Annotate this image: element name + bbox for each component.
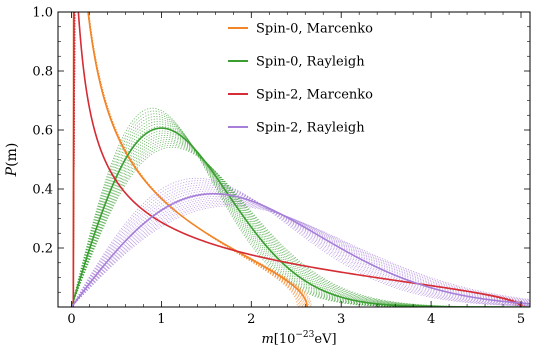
empirical-trace [71, 186, 530, 307]
y-axis-label-var: P [4, 166, 20, 177]
legend-label: Spin-2, Rayleigh [256, 121, 365, 136]
empirical-trace [71, 204, 530, 307]
series-line-spin-2-marcenko [72, 12, 522, 307]
axis-tick-labels: 0 1 2 3 4 5 0.2 0.4 0.6 0.8 1.0 [32, 6, 525, 328]
empirical-trace [71, 113, 530, 307]
empirical-trace [71, 182, 530, 307]
empirical-trace [72, 12, 525, 307]
x-axis-label-tail: eV] [314, 332, 336, 347]
y-axis-label: P(m) [4, 143, 20, 178]
x-axis-label-unit: [10 [274, 332, 296, 347]
x-axis-label-var: m [261, 332, 273, 347]
legend: Spin-0, Marcenko Spin-0, Rayleigh Spin-2, … [228, 22, 373, 136]
legend-label: Spin-0, Rayleigh [256, 55, 365, 70]
empirical-trace [71, 205, 530, 307]
empirical-trace [71, 190, 530, 307]
empirical-trace [71, 143, 530, 307]
empirical-trace [71, 177, 530, 307]
x-tick-label: 5 [517, 312, 525, 327]
empirical-trace [71, 141, 530, 307]
series-line-spin-2-rayleigh [70, 192, 530, 307]
empirical-trace [71, 199, 530, 307]
legend-label: Spin-2, Marcenko [256, 88, 373, 103]
x-tick-label: 3 [337, 312, 345, 327]
x-tick-label: 0 [67, 312, 75, 327]
series-line-spin-0-marcenko [72, 12, 308, 307]
empirical-trace [71, 200, 530, 307]
empirical-trace [71, 132, 530, 307]
x-tick-label: 1 [157, 312, 165, 327]
y-tick-label: 0.4 [32, 183, 53, 198]
x-tick-label: 4 [427, 312, 435, 327]
y-axis-label-arg: (m) [4, 143, 20, 167]
x-tick-label: 2 [247, 312, 255, 327]
empirical-trace [72, 12, 311, 307]
legend-label: Spin-0, Marcenko [256, 22, 373, 37]
empirical-fan-3 [71, 177, 530, 307]
empirical-trace [71, 130, 530, 307]
y-tick-label: 0.6 [32, 124, 53, 139]
y-tick-label: 0.8 [32, 65, 53, 80]
empirical-trace [71, 139, 530, 307]
empirical-trace [71, 196, 530, 307]
y-tick-label: 0.2 [32, 242, 53, 257]
x-axis-label-exp: −23 [295, 330, 314, 340]
empirical-trace [71, 197, 530, 307]
axis-ticks [58, 11, 530, 307]
y-tick-label: 1.0 [32, 6, 53, 21]
x-axis-label: m[10−23eV] [261, 330, 336, 347]
empirical-trace [71, 134, 530, 307]
empirical-trace [71, 180, 530, 307]
empirical-trace [71, 121, 530, 307]
empirical-traces [71, 12, 530, 307]
